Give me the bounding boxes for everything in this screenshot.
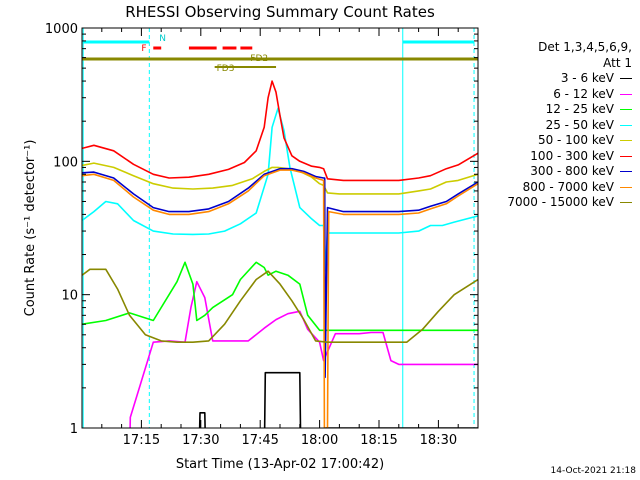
legend: Det 1,3,4,5,6,9, Att 1 3 - 6 keV 6 - 12 k…: [452, 40, 632, 211]
legend-swatch: [620, 186, 632, 188]
x-tick-label: 18:00: [301, 433, 338, 448]
legend-item-25-50-kev: 25 - 50 keV: [452, 118, 632, 134]
legend-swatch: [620, 78, 632, 80]
plot-frame: [81, 27, 479, 429]
x-tick-label: 17:30: [182, 433, 219, 448]
x-tick-label: 17:15: [123, 433, 160, 448]
legend-swatch: [620, 109, 632, 111]
legend-swatch: [620, 202, 632, 204]
legend-swatch: [620, 171, 632, 173]
legend-item-50-100-kev: 50 - 100 keV: [452, 133, 632, 149]
legend-header-line-1: Det 1,3,4,5,6,9,: [538, 40, 632, 54]
x-tick-label: 17:45: [241, 433, 278, 448]
legend-item-label: 7000 - 15000 keV: [507, 195, 614, 209]
legend-item-label: 6 - 12 keV: [553, 86, 614, 101]
series-line-25-50-kev: [82, 107, 478, 272]
flare-label: F: [141, 44, 146, 54]
legend-item-label: 50 - 100 keV: [537, 133, 614, 147]
legend-item-12-25-kev: 12 - 25 keV: [452, 102, 632, 118]
series-line-800-7000-kev: [82, 169, 478, 428]
axis-ticks: 17:15 17:30 17:45 18:00 18:15 18:30 1 10 100 1000: [45, 22, 478, 448]
y-tick-label: 10: [61, 289, 78, 304]
legend-item-100-300-kev: 100 - 300 keV: [452, 149, 632, 165]
legend-item-300-800-kev: 300 - 800 keV: [452, 164, 632, 180]
legend-swatch: [620, 140, 632, 142]
x-tick-label: 18:15: [360, 433, 397, 448]
series-line-100-300-kev: [82, 80, 478, 182]
fd2-label: FD2: [250, 54, 268, 64]
y-tick-label: 100: [53, 155, 78, 170]
series-line-7000-15000-kev: [82, 268, 478, 343]
legend-swatch: [620, 124, 632, 126]
chart-gridlines: [82, 28, 475, 428]
legend-item-label: 300 - 800 keV: [530, 164, 614, 178]
x-axis-label: Start Time (13-Apr-02 17:00:42): [176, 457, 384, 472]
y-axis-label: Count Rate (s⁻¹ detector⁻¹): [23, 140, 38, 317]
chart-annotations: N F FD2 FD3: [82, 34, 478, 74]
footer-timestamp: 14-Oct-2021 21:18: [550, 466, 636, 476]
legend-item-label: 25 - 50 keV: [545, 117, 614, 132]
series-line-3-6-kev: [198, 371, 478, 428]
series-line-300-800-kev: [82, 167, 478, 379]
legend-item-label: 100 - 300 keV: [530, 148, 614, 163]
legend-item-3-6-kev: 3 - 6 keV: [452, 71, 632, 87]
legend-item-800-7000-kev: 800 - 7000 keV: [452, 180, 632, 196]
legend-item-label: 12 - 25 keV: [545, 102, 614, 116]
legend-item-label: 800 - 7000 keV: [522, 179, 614, 194]
y-tick-label: 1000: [45, 22, 78, 37]
night-label: N: [159, 34, 166, 44]
chart-title: RHESSI Observing Summary Count Rates: [125, 3, 435, 21]
legend-swatch: [620, 155, 632, 157]
chart-series: [82, 80, 478, 428]
legend-item-6-12-kev: 6 - 12 keV: [452, 87, 632, 103]
x-tick-label: 18:30: [420, 433, 457, 448]
legend-swatch: [620, 93, 632, 95]
y-tick-label: 1: [70, 422, 78, 437]
legend-header-line-2: Att 1: [603, 55, 632, 70]
legend-item-label: 3 - 6 keV: [560, 71, 614, 85]
legend-item-7000-15000-kev: 7000 - 15000 keV: [452, 195, 632, 211]
fd3-label: FD3: [217, 64, 235, 74]
series-line-12-25-kev: [82, 261, 478, 332]
